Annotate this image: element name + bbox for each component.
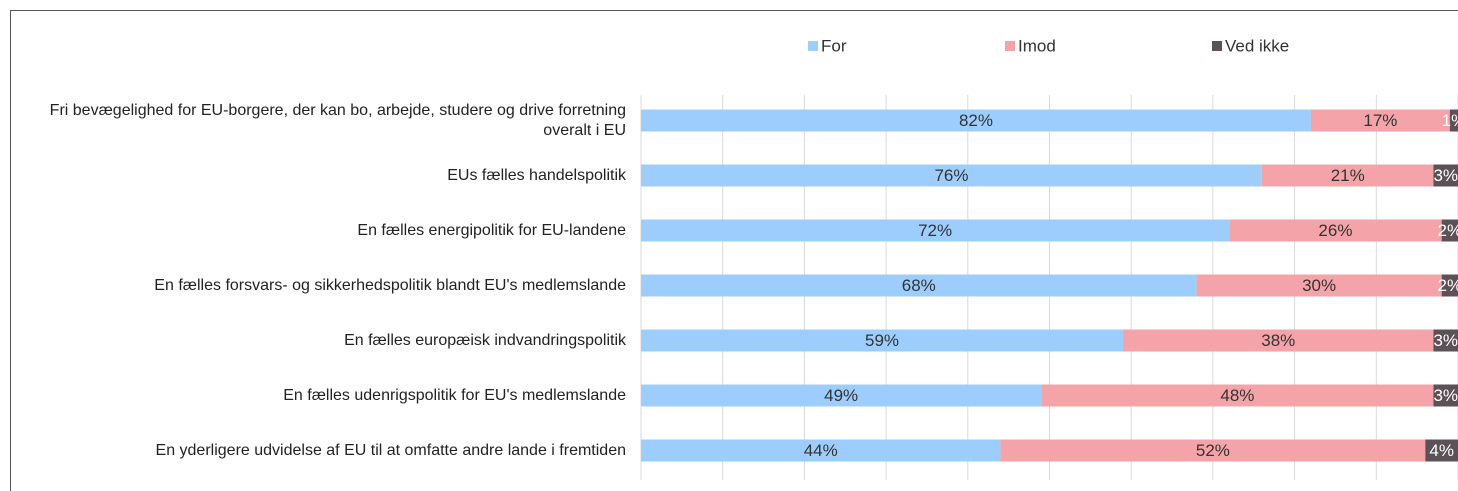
category-label: EUs fælles handelspolitik — [447, 166, 626, 184]
data-label: 1% — [1442, 111, 1458, 130]
frame — [10, 10, 1458, 491]
bar-segment — [1123, 329, 1434, 352]
category-label: En yderligere udvidelse af EU til at omf… — [155, 441, 626, 459]
category-label: En fælles forsvars- og sikkerhedspolitik… — [154, 276, 626, 294]
legend-label: Ved ikke — [1225, 36, 1289, 55]
data-label: 38% — [1261, 331, 1295, 350]
data-label: 52% — [1196, 441, 1230, 460]
bar-segment — [641, 219, 1230, 242]
legend-label: Imod — [1018, 36, 1056, 55]
bar-segment — [1310, 109, 1450, 132]
bar-segment — [1229, 219, 1442, 242]
bar-segment — [1441, 274, 1458, 297]
data-label: 44% — [804, 441, 838, 460]
bar-segment — [641, 109, 1311, 132]
data-label: 17% — [1363, 111, 1397, 130]
category-label: En fælles europæisk indvandringspolitik — [344, 331, 626, 349]
data-label: 3% — [1433, 331, 1458, 350]
data-label: 3% — [1433, 166, 1458, 185]
bar-segment — [1196, 274, 1442, 297]
bar-segment — [641, 274, 1197, 297]
data-label: 30% — [1302, 276, 1336, 295]
legend-swatch — [808, 41, 818, 51]
data-label: 4% — [1429, 441, 1454, 460]
bar-segment — [641, 439, 1001, 462]
data-label: 59% — [865, 331, 899, 350]
data-label: 72% — [918, 221, 952, 240]
bar-segment — [641, 329, 1124, 352]
data-label: 76% — [934, 166, 968, 185]
category-label: Fri bevægelighed for EU-borgere, der kan… — [49, 101, 626, 139]
bar-segment — [1000, 439, 1426, 462]
bar-segment — [1433, 164, 1458, 187]
category-label: En fælles energipolitik for EU-landene — [357, 221, 626, 239]
bar-segment — [1425, 439, 1458, 462]
legend-swatch — [1005, 41, 1015, 51]
data-label: 3% — [1433, 386, 1458, 405]
data-label: 82% — [959, 111, 993, 130]
data-label: 21% — [1331, 166, 1365, 185]
bar-segment — [1433, 329, 1458, 352]
legend-swatch — [1212, 41, 1222, 51]
bar-segment — [641, 384, 1042, 407]
bar-segment — [1041, 384, 1434, 407]
bar-segment — [1441, 219, 1458, 242]
data-label: 68% — [902, 276, 936, 295]
bar-segment — [641, 164, 1262, 187]
bar-segment — [1433, 384, 1458, 407]
legend-label: For — [821, 36, 847, 55]
bar-segment — [1449, 109, 1458, 132]
bar-segment — [1261, 164, 1434, 187]
data-label: 2% — [1438, 221, 1458, 240]
data-label: 49% — [824, 386, 858, 405]
data-label: 2% — [1438, 276, 1458, 295]
category-label: En fælles udenrigspolitik for EU's medle… — [283, 386, 626, 404]
data-label: 48% — [1220, 386, 1254, 405]
data-label: 26% — [1318, 221, 1352, 240]
